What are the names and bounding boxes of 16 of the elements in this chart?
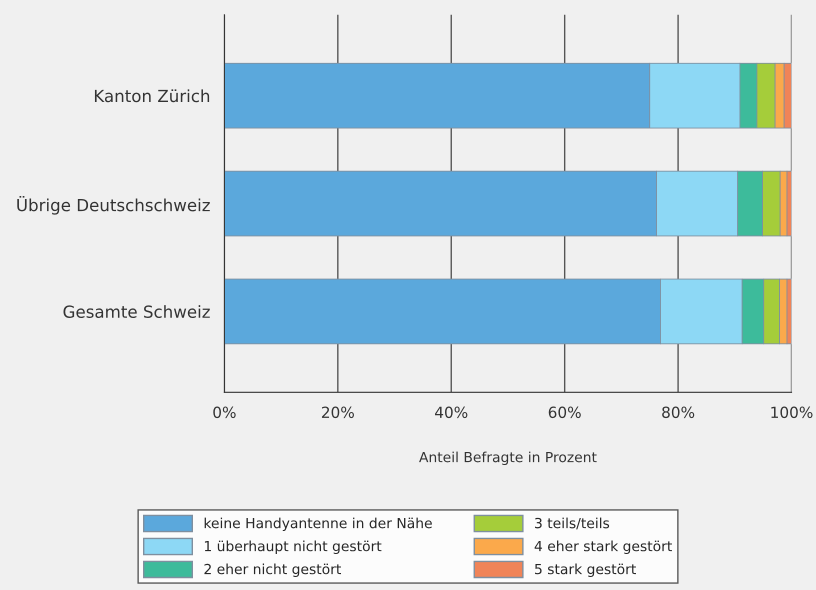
legend-label: 4 eher stark gestört xyxy=(534,540,672,554)
y-tick-label: Gesamte Schweiz xyxy=(63,305,210,318)
x-axis-title: Anteil Befragte in Prozent xyxy=(419,452,597,466)
legend-label: 2 eher nicht gestört xyxy=(204,564,342,577)
legend-label: 5 stark gestört xyxy=(535,564,636,577)
x-tick-label: 40% xyxy=(435,406,468,418)
x-tick-label: 20% xyxy=(322,406,354,418)
x-tick-label: 60% xyxy=(548,406,581,418)
x-tick-label: 100% xyxy=(771,406,813,418)
y-tick-label: Übrige Deutschschweiz xyxy=(17,196,210,215)
x-tick-label: 80% xyxy=(662,406,694,418)
x-tick-label: 0% xyxy=(213,406,236,418)
y-tick-label: Kanton Zürich xyxy=(94,89,210,102)
legend-label: 1 überhaupt nicht gestört xyxy=(204,540,382,554)
legend-label: 3 teils/teils xyxy=(535,518,610,530)
legend-label: keine Handyantenne in der Nähe xyxy=(204,518,432,532)
